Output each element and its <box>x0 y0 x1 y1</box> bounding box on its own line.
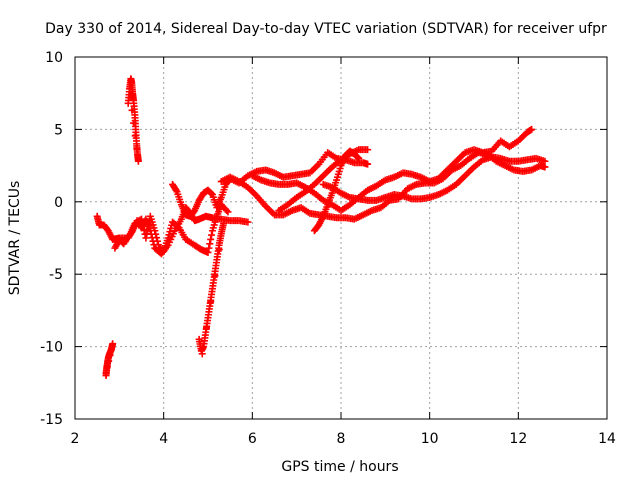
chart-title: Day 330 of 2014, Sidereal Day-to-day VTE… <box>45 21 607 37</box>
data-point <box>541 157 549 165</box>
series-track-h <box>310 147 363 235</box>
data-point <box>207 298 215 306</box>
data-point <box>139 223 147 231</box>
data-point <box>165 231 173 239</box>
data-point <box>528 125 536 133</box>
data-point <box>138 215 145 223</box>
data-point <box>208 231 216 239</box>
data-point <box>142 234 150 242</box>
y-tick-label: 0 <box>54 195 63 211</box>
data-point <box>166 228 174 236</box>
data-point <box>167 224 175 232</box>
y-tick-label: -10 <box>40 340 63 356</box>
y-tick-label: -15 <box>40 412 63 428</box>
data-point <box>138 219 146 227</box>
data-point <box>131 132 139 140</box>
x-axis-label: GPS time / hours <box>281 459 398 475</box>
data-point <box>364 146 372 154</box>
data-point <box>215 246 223 254</box>
data-point <box>152 230 160 238</box>
x-tick-label: 6 <box>248 431 257 447</box>
y-tick-label: 10 <box>45 50 63 66</box>
data-point <box>172 186 180 194</box>
y-tick-label: -5 <box>49 267 63 283</box>
series-track-b <box>111 201 232 256</box>
data-point <box>106 351 114 359</box>
data-point <box>144 225 152 233</box>
data-point <box>364 160 372 168</box>
data-point <box>207 235 215 243</box>
x-tick-label: 8 <box>337 431 346 447</box>
data-point <box>126 94 134 102</box>
data-point <box>164 234 172 242</box>
grid-lines <box>75 57 607 419</box>
y-tick-label: 5 <box>54 122 63 138</box>
data-point <box>355 154 363 162</box>
series-track-g <box>319 153 549 204</box>
x-tick-label: 4 <box>159 431 168 447</box>
data-point <box>354 153 362 161</box>
x-tick-label: 12 <box>509 431 527 447</box>
data-point <box>143 230 151 238</box>
data-point <box>211 272 219 280</box>
data-point <box>204 248 212 256</box>
data-point <box>133 145 141 153</box>
data-point <box>244 218 252 226</box>
data-point <box>128 106 136 114</box>
data-point <box>224 208 232 216</box>
data-point <box>153 234 161 242</box>
data-point <box>134 157 142 165</box>
x-tick-label: 10 <box>421 431 439 447</box>
data-point <box>130 119 138 127</box>
x-tick-label: 14 <box>598 431 616 447</box>
data-point <box>107 345 115 353</box>
data-point <box>223 206 231 214</box>
data-point <box>205 244 213 252</box>
data-point <box>109 340 117 348</box>
series-spike-1 <box>102 340 117 380</box>
y-axis-label: SDTVAR / TECUs <box>7 181 23 296</box>
data-point <box>198 350 206 358</box>
series-track-d <box>217 149 549 223</box>
series-spike-3 <box>195 220 228 358</box>
data-point <box>153 237 161 245</box>
series-spike-2 <box>124 75 142 165</box>
data-point <box>202 324 210 332</box>
data-point <box>154 241 162 249</box>
axis-ticks: 2 4 6 8 10 12 14 -15 -10 -5 0 5 10 <box>40 50 616 447</box>
data-point <box>151 227 159 235</box>
x-tick-label: 2 <box>71 431 80 447</box>
data-point <box>104 357 112 365</box>
data-points <box>93 75 549 380</box>
data-point <box>206 240 214 248</box>
data-point <box>220 220 228 228</box>
